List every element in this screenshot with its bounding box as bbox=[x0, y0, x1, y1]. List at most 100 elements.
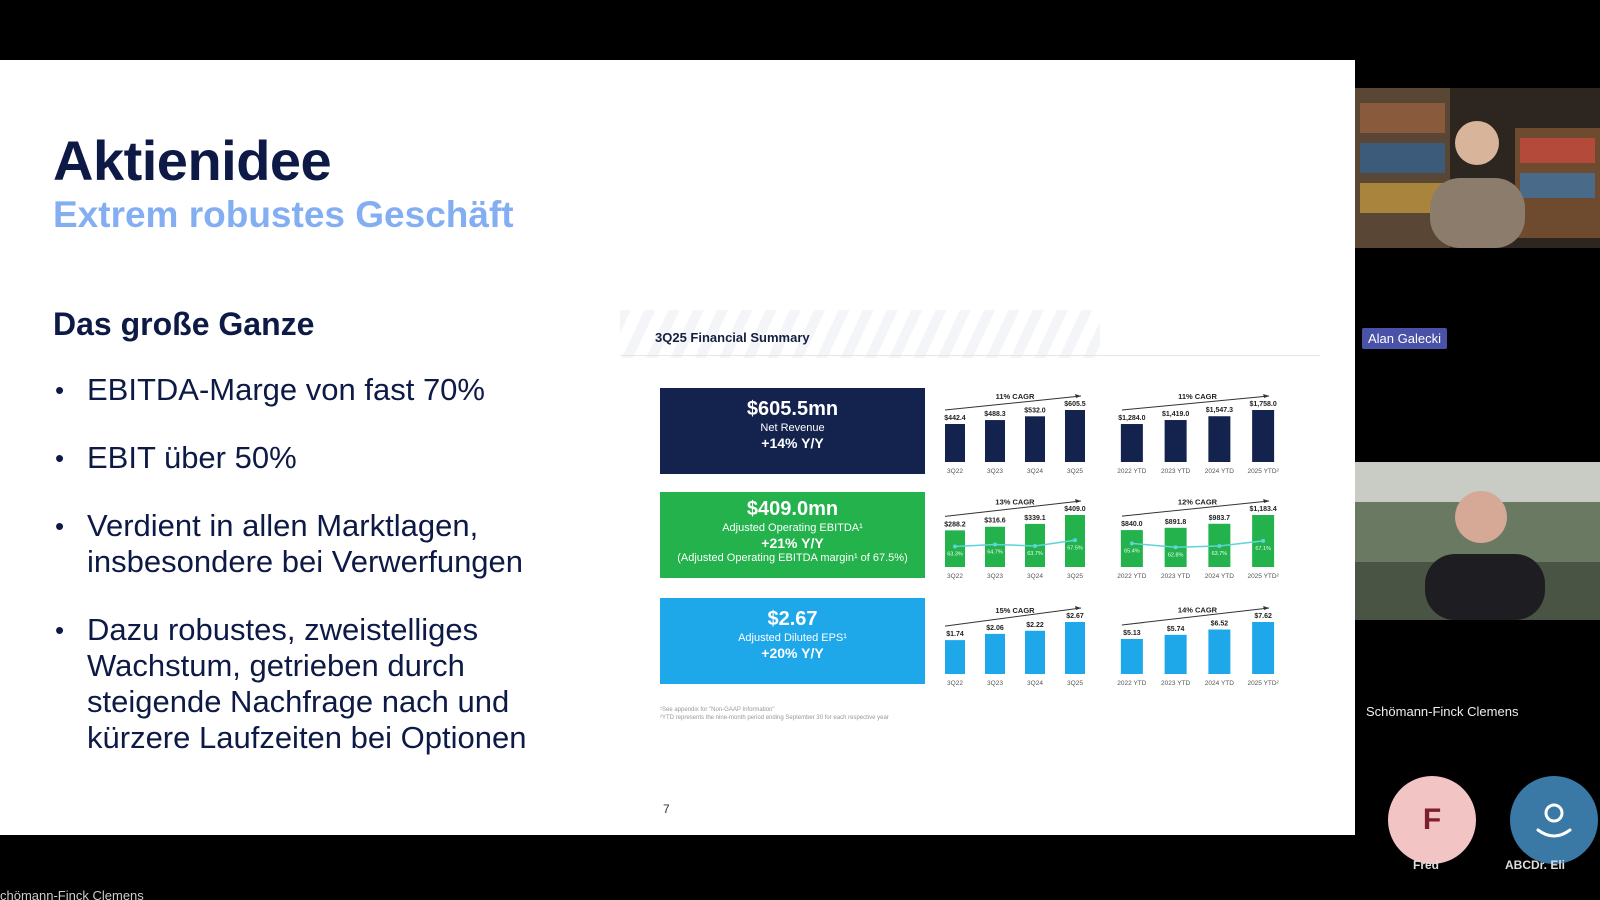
page-number: 7 bbox=[663, 802, 670, 816]
bar-value-label: $891.8 bbox=[1165, 519, 1187, 526]
bar-value-label: $5.74 bbox=[1167, 626, 1185, 633]
bar-value-label: $605.5 bbox=[1064, 401, 1086, 408]
kpi-value: $2.67 bbox=[767, 608, 818, 630]
bar-value-label: $442.4 bbox=[944, 415, 966, 422]
bar bbox=[945, 640, 965, 674]
participant-name-tag: Alan Galecki bbox=[1362, 328, 1447, 349]
header-decoration bbox=[620, 310, 1100, 358]
participant-name: Schömann-Finck Clemens bbox=[1366, 704, 1519, 719]
bar bbox=[1120, 638, 1143, 674]
cagr-label: 11% CAGR bbox=[1178, 392, 1217, 401]
category-label: 2023 YTD bbox=[1161, 680, 1190, 687]
margin-point bbox=[993, 542, 997, 547]
bar bbox=[1025, 416, 1045, 462]
bullet-item: • Dazu robustes, zweistelliges Wachstum, … bbox=[55, 612, 527, 755]
category-label: 2024 YTD bbox=[1205, 573, 1234, 580]
bar bbox=[1164, 634, 1187, 674]
cagr-arrow-head bbox=[1075, 499, 1081, 503]
bar bbox=[1208, 629, 1231, 674]
bar-value-label: $339.1 bbox=[1024, 515, 1046, 522]
category-label: 3Q24 bbox=[1027, 573, 1043, 580]
bar-value-label: $2.22 bbox=[1026, 622, 1044, 629]
revenue-ytd-chart: $1,284.0 2022 YTD $1,419.0 2023 YTD $1,547.3… bbox=[1117, 392, 1279, 475]
cagr-label: 12% CAGR bbox=[1178, 498, 1218, 507]
cagr-arrow-head bbox=[1263, 606, 1270, 610]
kpi-growth: +14% Y/Y bbox=[761, 435, 824, 451]
margin-label: 64.7% bbox=[987, 549, 1003, 555]
margin-point bbox=[1173, 545, 1178, 550]
bar bbox=[1164, 420, 1187, 462]
category-label: 2022 YTD bbox=[1117, 468, 1146, 475]
participant-video-tile[interactable] bbox=[1355, 88, 1600, 248]
cagr-arrow-head bbox=[1075, 394, 1081, 398]
category-label: 2024 YTD bbox=[1205, 468, 1234, 475]
bar bbox=[985, 633, 1005, 674]
bar bbox=[1120, 530, 1143, 567]
kpi-label: Adjusted Diluted EPS¹ bbox=[738, 632, 847, 644]
margin-point bbox=[953, 544, 957, 549]
margin-label: 63.7% bbox=[1027, 551, 1043, 557]
bar-value-label: $532.0 bbox=[1024, 407, 1046, 414]
bar-value-label: $2.67 bbox=[1066, 613, 1084, 620]
bookshelf-video-feed bbox=[1355, 88, 1600, 248]
cagr-label: 11% CAGR bbox=[996, 392, 1035, 401]
participant-avatar-fred[interactable]: F bbox=[1388, 776, 1476, 864]
category-label: 3Q24 bbox=[1027, 680, 1043, 687]
bar bbox=[1208, 416, 1231, 462]
bar-value-label: $488.3 bbox=[984, 411, 1006, 418]
eps-quarterly-chart: $1.74 3Q22 $2.06 3Q23 $2.22 3Q24 $2.67 3Q25 15% … bbox=[944, 606, 1085, 687]
category-label: 2022 YTD bbox=[1117, 573, 1146, 580]
office-video-feed bbox=[1355, 462, 1600, 620]
margin-point bbox=[1129, 541, 1134, 546]
category-label: 2023 YTD bbox=[1161, 573, 1190, 580]
bar-value-label: $1.74 bbox=[946, 631, 964, 638]
ebitda-quarterly-chart: $288.2 3Q22 $316.6 3Q23 $339.1 3Q24 $409.0 3Q25… bbox=[944, 498, 1086, 580]
cagr-arrow bbox=[1121, 395, 1270, 411]
bar-value-label: $409.0 bbox=[1064, 506, 1086, 513]
kpi-growth: +20% Y/Y bbox=[761, 645, 824, 661]
participant-video-tile[interactable] bbox=[1355, 462, 1600, 620]
category-label: 2025 YTD² bbox=[1247, 468, 1279, 475]
avatar-initial: F bbox=[1422, 803, 1442, 836]
bar-value-label: $6.52 bbox=[1211, 621, 1229, 628]
bar bbox=[1252, 410, 1275, 462]
cagr-label: 14% CAGR bbox=[1178, 605, 1218, 614]
footnotes: ¹See appendix for "Non-GAAP Information"… bbox=[660, 707, 889, 721]
kpi-value: $605.5mn bbox=[746, 398, 839, 420]
kpi-label: Adjusted Operating EBITDA¹ bbox=[722, 522, 863, 534]
cagr-arrow-head bbox=[1075, 606, 1081, 610]
category-label: 2023 YTD bbox=[1161, 468, 1190, 475]
bullet-item: • Verdient in allen Marktlagen, insbesond… bbox=[55, 508, 524, 579]
bar-value-label: $1,758.0 bbox=[1250, 401, 1277, 408]
kpi-label: Net Revenue bbox=[760, 422, 825, 434]
kpi-ebitda: $409.0mn Adjusted Operating EBITDA¹ +21%… bbox=[660, 492, 925, 578]
bullet-item: • EBIT über 50% bbox=[55, 440, 297, 475]
ebitda-ytd-chart: $840.0 2022 YTD $891.8 2023 YTD $983.7 2024 Y… bbox=[1117, 498, 1279, 580]
kpi-eps: $2.67 Adjusted Diluted EPS¹ +20% Y/Y bbox=[660, 598, 925, 684]
cagr-arrow bbox=[944, 500, 1082, 517]
cagr-arrow bbox=[1121, 607, 1270, 626]
margin-label: 65.4% bbox=[1124, 548, 1140, 554]
kpi-value: $409.0mn bbox=[746, 498, 839, 520]
bar-value-label: $1,419.0 bbox=[1162, 411, 1189, 418]
bar bbox=[945, 530, 965, 567]
bar-value-label: $983.7 bbox=[1209, 515, 1231, 522]
slide-title: Aktienidee bbox=[53, 129, 332, 192]
section-heading: Das große Ganze bbox=[53, 306, 315, 342]
participant-avatar-eli[interactable] bbox=[1510, 776, 1598, 864]
margin-label: 62.8% bbox=[1168, 552, 1184, 558]
bullet-item: • EBITDA-Marge von fast 70% bbox=[55, 372, 485, 407]
bullet-dot: • bbox=[55, 511, 65, 541]
bullet-list: • EBITDA-Marge von fast 70% • EBIT über 50… bbox=[53, 372, 593, 788]
category-label: 3Q23 bbox=[987, 573, 1003, 580]
bullet-dot: • bbox=[55, 443, 65, 473]
bar-value-label: $840.0 bbox=[1121, 521, 1143, 528]
bar-value-label: $2.06 bbox=[986, 625, 1004, 632]
kpi-note: (Adjusted Operating EBITDA margin¹ of 67… bbox=[677, 552, 908, 564]
margin-label: 63.3% bbox=[947, 552, 963, 558]
divider bbox=[620, 355, 1320, 356]
category-label: 3Q23 bbox=[987, 680, 1003, 687]
category-label: 3Q22 bbox=[947, 468, 963, 475]
cagr-arrow-head bbox=[1263, 394, 1270, 398]
category-label: 3Q25 bbox=[1067, 680, 1083, 687]
